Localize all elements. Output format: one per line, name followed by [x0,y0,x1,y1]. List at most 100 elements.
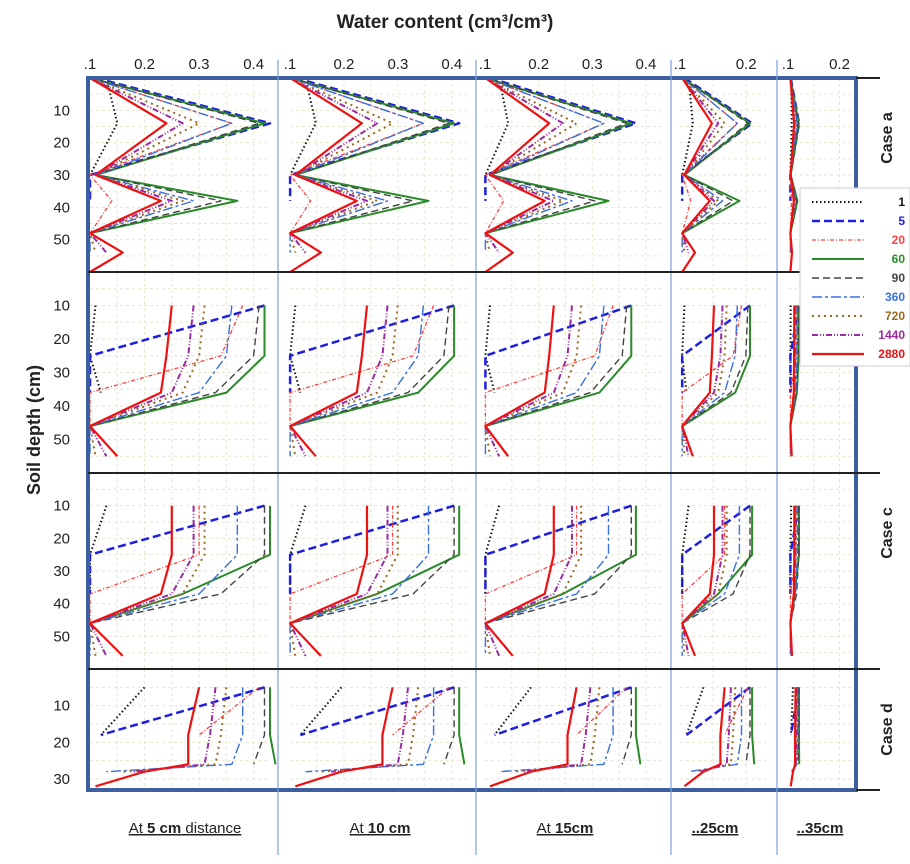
tick-labels: .1 0.2 0.3 0.4 .1 0.2 0.3 0.4 .1 0.2 0.3 0.4 .1 0.2 .1… [53,56,850,788]
series-line-720 [89,77,201,253]
series-line-60 [458,687,466,765]
column-label: At 10 cm [350,820,411,837]
series-line-60 [89,505,271,625]
series-line-360 [681,77,738,253]
series-line-5 [88,304,265,393]
legend-label: 2880 [878,347,905,361]
legend-label: 90 [892,271,906,285]
series-line-2880 [789,305,796,457]
y-tick-label: 30 [53,771,70,788]
series-line-5 [88,504,265,594]
series-line-20 [289,505,394,624]
legend-label: 60 [892,252,906,266]
frame [86,60,880,855]
series-line-90 [681,77,749,234]
series-line-1 [299,686,343,736]
series-line-1 [484,305,496,393]
legend-label: 1 [898,195,905,209]
series-line-1440 [681,305,724,457]
series-line-60 [634,687,642,765]
series-line-1 [681,77,694,176]
outer-frame [86,76,858,792]
series-line-60 [269,687,277,765]
series-line-1 [289,305,302,393]
series-line-90 [89,505,266,624]
series-line-2880 [789,505,796,656]
column-label-pre: At [129,820,147,837]
series-line-1 [484,505,501,594]
column-label-bold: ..25cm [692,820,739,837]
series-line-1 [289,77,317,176]
series-line-5 [288,304,455,393]
series-line-20 [576,686,628,736]
series-line-2880 [789,77,796,273]
series-line-2880 [489,687,578,788]
x-tick-label: 0.2 [334,56,355,73]
series-line-90 [289,305,450,427]
x-tick-label: 0.3 [387,56,408,73]
case-label: Case a [879,112,896,164]
series-line-1 [681,305,688,393]
y-tick-label: 40 [53,398,70,415]
series-line-2880 [289,77,363,273]
series-line-1440 [133,687,217,773]
series-line-90 [289,505,455,624]
y-tick-label: 10 [53,102,70,119]
column-label-bold: ..35cm [797,820,844,837]
series-line-90 [797,687,800,765]
series-line-1 [100,686,146,736]
series-line-1440 [484,505,573,657]
series-line-2880 [88,305,173,458]
series-line-90 [789,77,800,234]
series-line-60 [485,505,637,625]
series-line-1 [681,505,690,594]
legend-label: 5 [898,214,905,228]
y-tick-label: 50 [53,232,70,249]
legend: 1 5 20 60 90 360 720 1440 2880 [799,187,910,367]
series-line-5 [88,76,272,201]
series-line-720 [484,77,578,253]
series-line-1440 [681,505,724,657]
series-line-720 [484,305,583,457]
series-line-2880 [289,305,369,458]
series-line-90 [289,77,450,234]
series-line-20 [724,687,749,736]
series-line-5 [100,686,265,737]
x-tick-label: .1 [84,56,97,73]
series-line-90 [89,77,260,234]
series-line-1440 [289,77,379,254]
x-tick-label: 0.2 [134,56,155,73]
legend-box [799,187,910,367]
series-line-90 [745,687,751,765]
series-line-5 [288,504,455,594]
column-label: ..25cm [692,820,739,837]
case-label: Case d [879,703,896,755]
series-line-1 [89,505,108,594]
series-line-360 [681,305,738,457]
series-line-60 [89,305,266,428]
series-line-90 [485,77,628,234]
series-line-20 [89,505,200,624]
series-line-60 [289,77,456,235]
y-tick-label: 20 [53,530,70,547]
y-tick-label: 10 [53,698,70,715]
series-line-60 [485,77,633,235]
x-tick-label: .1 [479,56,492,73]
legend-label: 1440 [878,328,905,342]
series-line-2880 [789,687,797,787]
series-line-360 [681,505,741,656]
series-line-60 [681,505,754,625]
x-tick-label: 0.2 [829,56,850,73]
series-line-5 [300,686,455,737]
series-line-20 [681,305,743,427]
series-line-360 [89,305,233,457]
series-line-360 [499,687,614,773]
series-line-1440 [289,505,389,657]
y-tick-label: 20 [53,331,70,348]
y-tick-label: 10 [53,498,70,515]
y-tick-label: 20 [53,734,70,751]
series-line-1 [685,686,705,736]
series-line-60 [289,505,461,625]
series-line-1440 [89,305,195,457]
y-tick-label: 30 [53,167,70,184]
